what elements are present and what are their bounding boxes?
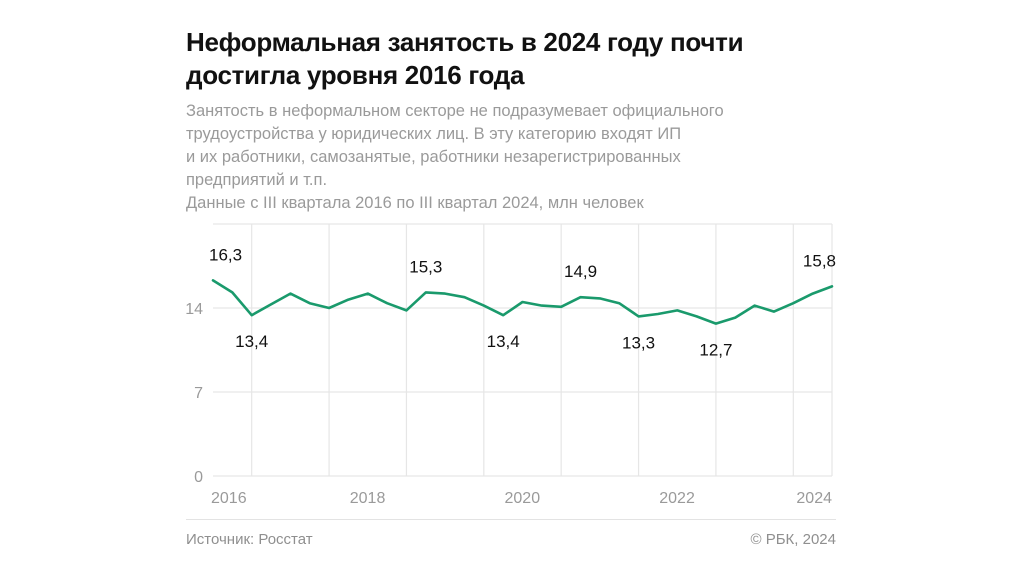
source-note: Источник: Росстат [186,531,313,548]
x-tick-label: 2018 [350,490,386,507]
y-axis: 0 7 14 [185,301,203,486]
y-tick-label: 14 [185,301,203,318]
x-tick-label: 2016 [211,490,247,507]
subtitle-line-2: трудоустройства у юридических лиц. В эту… [186,125,682,143]
series-line [211,279,834,325]
data-label: 15,3 [409,257,442,276]
footer-divider [186,519,836,520]
data-label: 12,7 [699,341,732,360]
data-label: 13,3 [622,333,655,352]
subtitle-line-4: предприятий и т.п. [186,171,328,189]
x-tick-label: 2022 [659,490,695,507]
data-label: 13,4 [235,332,268,351]
chart-title-line-2: достигла уровня 2016 года [186,60,525,90]
subtitle-line-5: Данные с III квартала 2016 по III кварта… [186,194,644,212]
data-label: 15,8 [803,251,836,270]
copyright-note: © РБК, 2024 [750,531,836,548]
chart-title-line-1: Неформальная занятость в 2024 году почти [186,27,744,57]
data-labels: 16,3 13,4 15,3 13,4 14,9 13,3 12,7 15,8 [209,245,836,359]
grid-layer [213,223,833,477]
x-axis: 2016 2018 2020 2022 2024 [211,490,832,507]
series-layer [211,279,834,325]
chart-title: Неформальная занятость в 2024 году почти… [186,26,826,92]
data-label: 13,4 [487,332,520,351]
data-label: 14,9 [564,262,597,281]
y-tick-label: 0 [194,469,203,486]
y-tick-label: 7 [194,385,203,402]
subtitle-line-1: Занятость в неформальном секторе не подр… [186,102,724,120]
subtitle-line-3: и их работники, самозанятые, работники н… [186,148,681,166]
chart-subtitle: Занятость в неформальном секторе не подр… [186,100,826,215]
data-label: 16,3 [209,245,242,264]
x-tick-label: 2024 [796,490,832,507]
x-tick-label: 2020 [505,490,541,507]
